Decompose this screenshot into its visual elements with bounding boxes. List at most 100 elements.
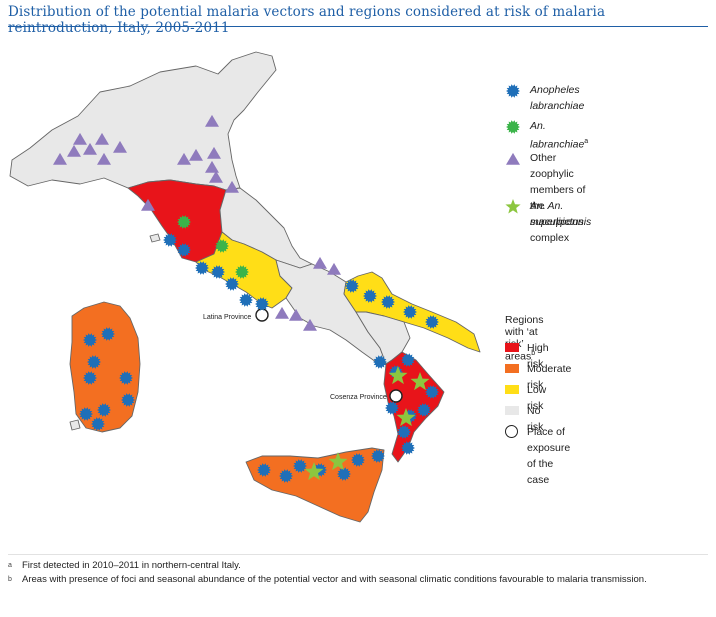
superpictus-marker bbox=[388, 366, 408, 385]
labranchiae-marker bbox=[417, 403, 431, 417]
labranchiae-marker bbox=[255, 297, 269, 311]
region-elba bbox=[149, 233, 161, 243]
labranchiae-marker bbox=[83, 371, 97, 385]
labranchiae-marker bbox=[119, 371, 133, 385]
map-title: Distribution of the potential malaria ve… bbox=[8, 4, 606, 36]
exposure-circle-icon bbox=[505, 425, 518, 438]
zoophylic-marker bbox=[95, 132, 109, 145]
footnote-a-text: First detected in 2010–2011 in northern-… bbox=[22, 560, 241, 571]
zoophylic-marker bbox=[209, 170, 223, 183]
risk-label-moderate: Moderate risk bbox=[527, 363, 572, 391]
zoophylic-marker bbox=[67, 144, 81, 157]
risk-item-high: High risk bbox=[502, 340, 549, 372]
footnotes: a First detected in 2010–2011 in norther… bbox=[8, 554, 708, 588]
zoophylic-marker bbox=[207, 146, 221, 159]
labranchiae-marker bbox=[345, 279, 359, 293]
labranchiae-marker bbox=[121, 393, 135, 407]
zoophylic-marker bbox=[113, 140, 127, 153]
labranchiae-marker bbox=[385, 401, 399, 415]
zoophylic-marker bbox=[313, 256, 327, 269]
labranchiae-marker bbox=[279, 469, 293, 483]
region-north bbox=[9, 51, 277, 191]
labranchiae-marker bbox=[225, 277, 239, 291]
zoophylic-marker bbox=[141, 198, 155, 211]
labranchiae-marker bbox=[101, 327, 115, 341]
zoophylic-marker bbox=[53, 152, 67, 165]
labranchiae-marker bbox=[401, 441, 415, 455]
region-tuscany bbox=[127, 179, 227, 263]
high-risk-swatch bbox=[505, 343, 519, 352]
labranchiae-marker bbox=[83, 333, 97, 347]
legend-item-labranchiae-new: An. labranchiaea bbox=[502, 118, 588, 153]
labranchiae-marker bbox=[363, 289, 377, 303]
labranchiae-marker bbox=[87, 355, 101, 369]
legend-item-zoophylic: Other zoophylic members of the An. macul… bbox=[502, 150, 591, 246]
legend-label-zoophylic: Other zoophylic members of the An. macul… bbox=[530, 152, 592, 244]
risk-label-none: No risk bbox=[527, 405, 544, 433]
labranchiae-marker bbox=[177, 243, 191, 257]
exposure-marker bbox=[255, 308, 269, 322]
green-starburst-icon bbox=[506, 120, 520, 134]
labranchiae-new-marker bbox=[215, 239, 229, 253]
green-star-icon bbox=[505, 199, 521, 214]
labranchiae-new-marker bbox=[177, 215, 191, 229]
superpictus-marker bbox=[396, 408, 416, 427]
labranchiae-marker bbox=[91, 417, 105, 431]
risk-label-low: Low risk bbox=[527, 384, 547, 412]
labranchiae-marker bbox=[337, 467, 351, 481]
labranchiae-marker bbox=[397, 425, 411, 439]
risk-item-exposure: Place of exposure of the case bbox=[502, 424, 570, 488]
risk-item-moderate: Moderate risk bbox=[502, 361, 571, 393]
superpictus-marker bbox=[304, 462, 324, 481]
risk-legend-header: Regions with ‘at risk’ areasb bbox=[505, 314, 544, 363]
superpictus-marker bbox=[328, 452, 348, 471]
blue-starburst-icon bbox=[506, 84, 520, 98]
labranchiae-marker bbox=[97, 403, 111, 417]
place-label-latina: Latina Province bbox=[203, 314, 252, 321]
moderate-risk-swatch bbox=[505, 364, 519, 373]
legend-item-labranchiae: Anopheles labranchiae bbox=[502, 82, 584, 114]
region-islet bbox=[69, 419, 81, 431]
zoophylic-marker bbox=[97, 152, 111, 165]
no-risk-swatch bbox=[505, 406, 519, 415]
superpictus-marker bbox=[410, 372, 430, 391]
labranchiae-marker bbox=[351, 453, 365, 467]
risk-label-high: High risk bbox=[527, 342, 549, 370]
zoophylic-marker bbox=[303, 318, 317, 331]
region-sicily bbox=[245, 447, 385, 523]
labranchiae-marker bbox=[425, 315, 439, 329]
zoophylic-marker bbox=[205, 160, 219, 173]
labranchiae-marker bbox=[195, 261, 209, 275]
labranchiae-marker bbox=[79, 407, 93, 421]
footnote-b-text: Areas with presence of foci and seasonal… bbox=[22, 574, 647, 585]
legend-item-superpictus: An. superpictus bbox=[502, 198, 584, 230]
risk-item-low: Low risk bbox=[502, 382, 546, 414]
exposure-marker bbox=[389, 389, 403, 403]
labranchiae-marker bbox=[293, 459, 307, 473]
zoophylic-marker bbox=[275, 306, 289, 319]
italy-map bbox=[9, 51, 481, 523]
labranchiae-new-marker bbox=[235, 265, 249, 279]
place-label-cosenza: Cosenza Province bbox=[330, 394, 387, 401]
footnote-a: a First detected in 2010–2011 in norther… bbox=[8, 560, 708, 572]
labranchiae-marker bbox=[381, 295, 395, 309]
legend-label-labranchiae-new: An. labranchiaea bbox=[530, 120, 589, 151]
risk-item-none: No risk bbox=[502, 403, 543, 435]
labranchiae-marker bbox=[403, 305, 417, 319]
labranchiae-marker bbox=[163, 233, 177, 247]
zoophylic-marker bbox=[225, 180, 239, 193]
purple-triangle-icon bbox=[506, 152, 520, 165]
legend-label-labranchiae: Anopheles labranchiae bbox=[530, 84, 585, 112]
low-risk-swatch bbox=[505, 385, 519, 394]
labranchiae-marker bbox=[425, 385, 439, 399]
zoophylic-marker bbox=[177, 152, 191, 165]
markers-layer bbox=[53, 114, 439, 483]
zoophylic-marker bbox=[73, 132, 87, 145]
footnote-b-mark: b bbox=[8, 576, 12, 583]
labranchiae-marker bbox=[257, 463, 271, 477]
footnote-b: b Areas with presence of foci and season… bbox=[8, 574, 708, 586]
zoophylic-marker bbox=[205, 114, 219, 127]
footnote-rule bbox=[8, 554, 708, 555]
risk-label-exposure: Place of exposure of the case bbox=[527, 426, 571, 486]
zoophylic-marker bbox=[189, 148, 203, 161]
